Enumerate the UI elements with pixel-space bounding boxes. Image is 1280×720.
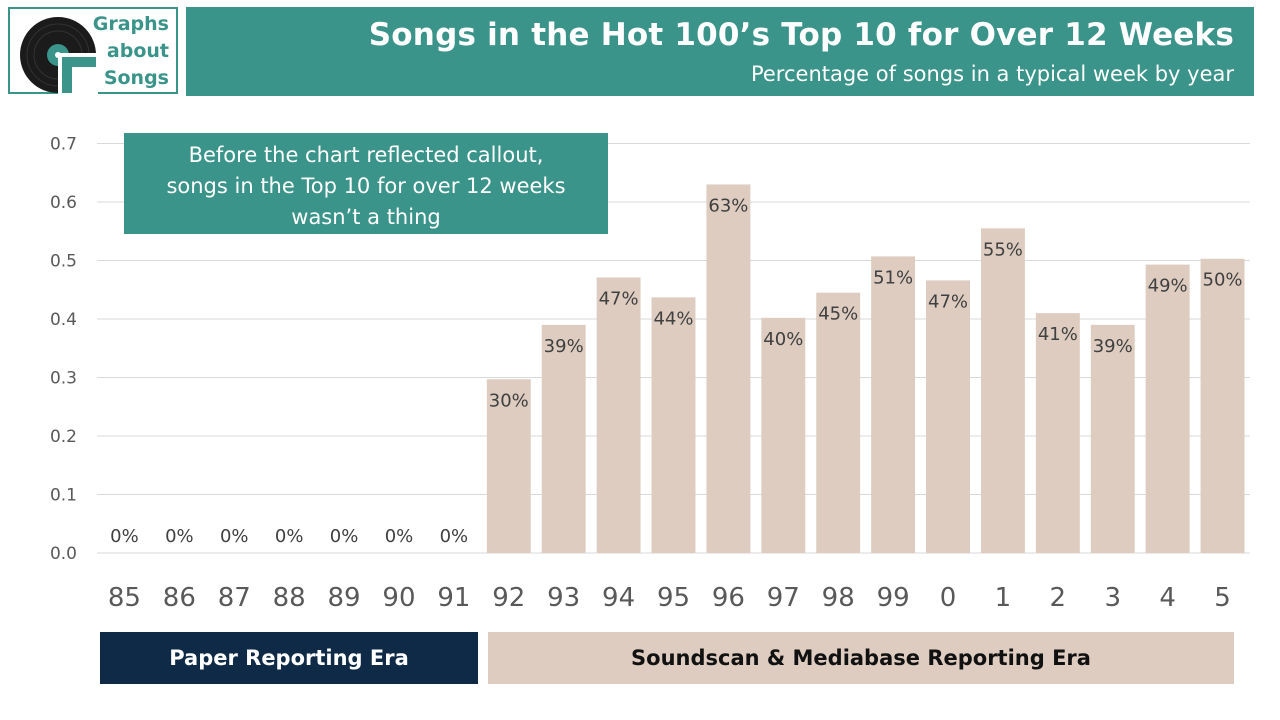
y-tick-label: 0.7 (50, 135, 77, 155)
y-tick-label: 0.1 (50, 486, 77, 506)
data-label: 49% (1148, 276, 1188, 297)
x-tick-label: 2 (1050, 583, 1067, 613)
bar (926, 280, 970, 553)
data-label: 45% (818, 304, 858, 325)
bar (980, 228, 1025, 553)
x-tick-label: 91 (437, 583, 470, 613)
data-label: 41% (1038, 324, 1078, 345)
x-tick-label: 88 (273, 583, 306, 613)
x-tick-label: 4 (1159, 583, 1176, 613)
bar (486, 379, 531, 553)
data-label: 0% (440, 526, 469, 547)
x-tick-label: 92 (492, 583, 525, 613)
bar (1200, 258, 1245, 553)
x-tick-label: 90 (382, 583, 415, 613)
y-tick-label: 0.0 (50, 544, 77, 564)
callout-line: Before the chart reflected callout, (188, 143, 544, 167)
data-label: 51% (873, 267, 913, 288)
x-tick-label: 87 (218, 583, 251, 613)
x-tick-label: 97 (767, 583, 800, 613)
logo: Graphs about Songs (8, 7, 178, 95)
bar (651, 297, 696, 553)
data-label: 47% (928, 291, 968, 312)
x-tick-label: 99 (877, 583, 910, 613)
bar (706, 184, 751, 553)
era-soundscan-reporting: Soundscan & Mediabase Reporting Era (488, 632, 1234, 684)
data-label: 0% (330, 526, 359, 547)
logo-line: about (106, 40, 169, 62)
data-label: 47% (599, 288, 639, 309)
callout-line: wasn’t a thing (291, 205, 441, 229)
x-tick-label: 3 (1104, 583, 1121, 613)
data-label: 0% (385, 526, 414, 547)
header-banner: Songs in the Hot 100’s Top 10 for Over 1… (186, 7, 1254, 96)
era-paper-reporting: Paper Reporting Era (100, 632, 478, 684)
bar (541, 324, 586, 553)
y-tick-label: 0.2 (50, 427, 77, 447)
x-tick-label: 98 (822, 583, 855, 613)
x-tick-label: 5 (1214, 583, 1231, 613)
x-tick-label: 95 (657, 583, 690, 613)
bar (761, 317, 806, 553)
data-label: 39% (544, 336, 584, 357)
bar (1145, 264, 1190, 553)
x-tick-label: 96 (712, 583, 745, 613)
logo-wordmark: Graphs about Songs (93, 11, 169, 92)
x-tick-label: 86 (163, 583, 196, 613)
vinyl-record-icon (20, 17, 98, 95)
x-tick-label: 93 (547, 583, 580, 613)
y-tick-label: 0.3 (50, 369, 77, 389)
data-label: 40% (763, 329, 803, 350)
y-tick-label: 0.6 (50, 193, 77, 213)
data-label: 63% (708, 195, 748, 216)
y-tick-label: 0.4 (50, 310, 77, 330)
data-label: 0% (220, 526, 249, 547)
data-label: 30% (489, 390, 529, 411)
chart-subtitle: Percentage of songs in a typical week by… (750, 62, 1234, 86)
data-label: 0% (110, 526, 139, 547)
bar (871, 256, 916, 553)
x-tick-label: 85 (108, 583, 141, 613)
chart-title: Songs in the Hot 100’s Top 10 for Over 1… (368, 17, 1234, 53)
x-tick-label: 89 (328, 583, 361, 613)
data-label: 50% (1203, 270, 1243, 291)
data-label: 44% (653, 308, 693, 329)
data-label: 55% (983, 239, 1023, 260)
x-tick-label: 94 (602, 583, 635, 613)
x-tick-label: 0 (940, 583, 957, 613)
bar (596, 277, 641, 553)
x-tick-label: 1 (995, 583, 1012, 613)
callout-line: songs in the Top 10 for over 12 weeks (166, 174, 566, 198)
callout-box: Before the chart reflected callout, song… (124, 133, 608, 234)
logo-line: Songs (103, 67, 169, 89)
bar (1090, 324, 1135, 553)
bar (816, 292, 861, 553)
y-tick-label: 0.5 (50, 252, 77, 272)
data-label: 39% (1093, 336, 1133, 357)
data-label: 0% (275, 526, 304, 547)
bar (1035, 313, 1080, 553)
logo-line: Graphs (92, 13, 169, 35)
data-label: 0% (165, 526, 194, 547)
